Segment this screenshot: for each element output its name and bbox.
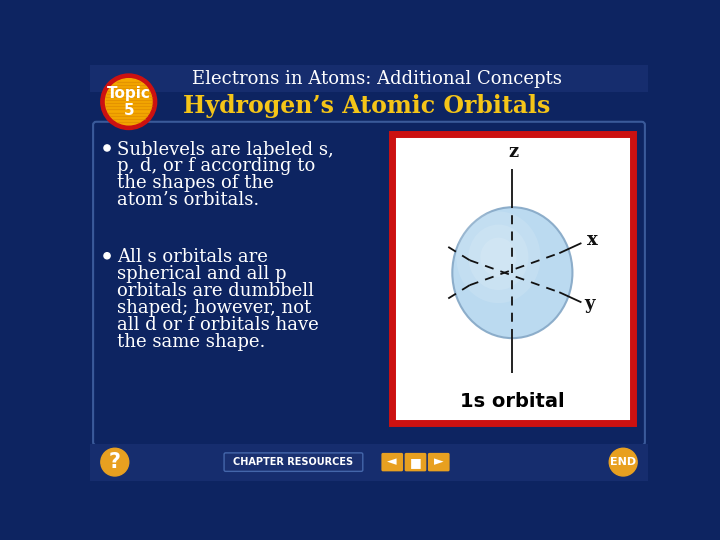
Ellipse shape	[480, 238, 516, 277]
Text: orbitals are dumbbell: orbitals are dumbbell	[117, 282, 314, 300]
Circle shape	[101, 448, 129, 476]
FancyBboxPatch shape	[405, 453, 426, 471]
Text: Sublevels are labeled s,: Sublevels are labeled s,	[117, 140, 334, 159]
Text: All s orbitals are: All s orbitals are	[117, 248, 268, 266]
Ellipse shape	[456, 212, 541, 303]
Ellipse shape	[452, 207, 572, 338]
Text: ?: ?	[109, 452, 121, 472]
Ellipse shape	[469, 225, 528, 290]
FancyBboxPatch shape	[90, 65, 648, 92]
Text: Electrons in Atoms: Additional Concepts: Electrons in Atoms: Additional Concepts	[192, 70, 562, 87]
Text: p, d, or f according to: p, d, or f according to	[117, 158, 315, 176]
Text: ■: ■	[410, 456, 421, 469]
Circle shape	[104, 253, 110, 259]
FancyBboxPatch shape	[224, 453, 363, 471]
Text: ►: ►	[434, 456, 444, 469]
Text: y: y	[585, 295, 595, 313]
Circle shape	[609, 448, 637, 476]
Text: shaped; however, not: shaped; however, not	[117, 299, 311, 317]
FancyBboxPatch shape	[160, 92, 648, 120]
Text: 1s orbital: 1s orbital	[460, 392, 564, 411]
Text: all d or f orbitals have: all d or f orbitals have	[117, 316, 319, 334]
Text: x: x	[587, 231, 598, 248]
Text: Hydrogen’s Atomic Orbitals: Hydrogen’s Atomic Orbitals	[183, 94, 550, 118]
FancyBboxPatch shape	[382, 453, 403, 471]
FancyBboxPatch shape	[90, 444, 648, 481]
Text: CHAPTER RESOURCES: CHAPTER RESOURCES	[233, 457, 353, 467]
Circle shape	[104, 145, 110, 151]
FancyBboxPatch shape	[428, 453, 449, 471]
Text: END: END	[610, 457, 636, 467]
Text: ◄: ◄	[387, 456, 397, 469]
Text: z: z	[509, 143, 519, 161]
FancyBboxPatch shape	[93, 122, 645, 445]
Text: the same shape.: the same shape.	[117, 333, 266, 351]
Text: the shapes of the: the shapes of the	[117, 174, 274, 192]
Text: Topic
5: Topic 5	[107, 85, 150, 118]
Text: spherical and all p: spherical and all p	[117, 265, 287, 284]
FancyBboxPatch shape	[392, 134, 632, 423]
Circle shape	[101, 74, 157, 130]
Text: atom’s orbitals.: atom’s orbitals.	[117, 191, 259, 210]
Circle shape	[106, 79, 152, 125]
